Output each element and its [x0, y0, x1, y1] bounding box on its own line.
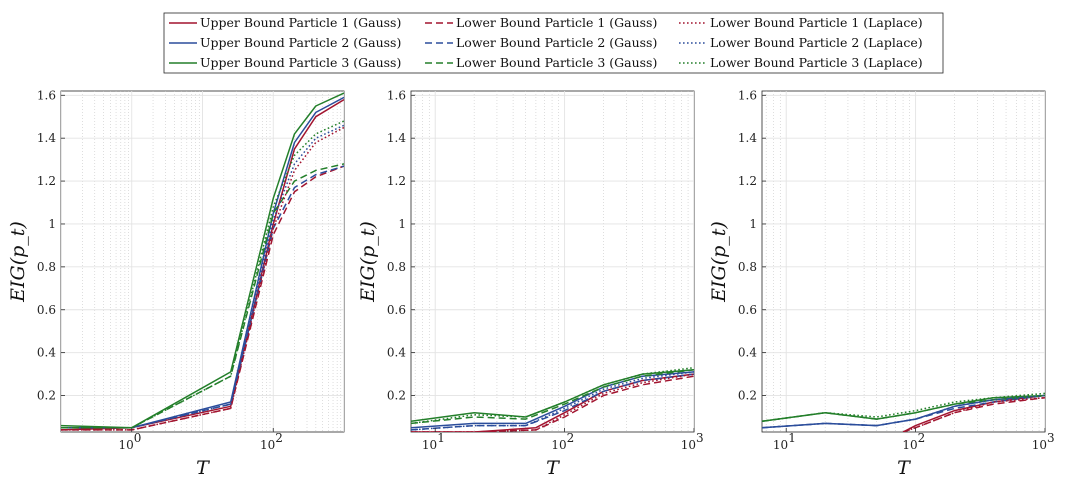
- x-tick-base: 10: [1032, 438, 1047, 452]
- y-tick-label: 0.2: [738, 389, 757, 403]
- legend-entry: Upper Bound Particle 2 (Gauss): [200, 35, 401, 50]
- y-axis-label: EIG(p_t): [7, 221, 29, 303]
- x-tick-exponent: 0: [134, 431, 142, 445]
- plot-area: [410, 90, 695, 433]
- legend-entry: Lower Bound Particle 2 (Gauss): [456, 35, 657, 50]
- series-line: [411, 371, 694, 431]
- y-tick-label: 1.2: [37, 174, 56, 188]
- legend-entry: Lower Bound Particle 3 (Gauss): [456, 55, 657, 70]
- x-tick-label: 10 2: [260, 431, 283, 452]
- x-tick-label: 10 0: [118, 431, 141, 452]
- legend-entry: Upper Bound Particle 3 (Gauss): [200, 55, 401, 70]
- legend-entry: Lower Bound Particle 1 (Laplace): [710, 15, 923, 30]
- series-line: [411, 371, 694, 429]
- plot-area: [761, 90, 1046, 433]
- series-line: [61, 163, 344, 429]
- y-tick-label: 0.6: [387, 303, 406, 317]
- x-tick-exponent: 1: [437, 431, 445, 445]
- y-tick-label: 0.6: [738, 303, 757, 317]
- grid: [411, 91, 694, 432]
- y-tick-label: 1: [48, 217, 56, 231]
- x-axis-label: T: [897, 457, 911, 479]
- x-axis-label: T: [546, 457, 560, 479]
- y-tick-label: 0.6: [37, 303, 56, 317]
- y-tick-label: 0.4: [37, 346, 56, 360]
- x-tick-base: 10: [260, 438, 275, 452]
- series-line: [61, 120, 344, 429]
- x-tick-base: 10: [551, 438, 566, 452]
- x-tick-base: 10: [681, 438, 696, 452]
- y-tick-label: 1: [398, 217, 406, 231]
- x-tick-exponent: 3: [696, 431, 704, 445]
- x-tick-base: 10: [118, 438, 133, 452]
- series-line: [411, 373, 694, 432]
- x-tick-exponent: 2: [567, 431, 575, 445]
- y-tick-label: 1.4: [37, 131, 56, 145]
- x-tick-base: 10: [773, 438, 788, 452]
- y-tick-label: 0.4: [387, 346, 406, 360]
- x-tick-label: 10 3: [1032, 431, 1055, 452]
- series-line: [411, 375, 694, 432]
- legend-entry: Upper Bound Particle 1 (Gauss): [200, 15, 401, 30]
- y-tick-label: 1.4: [738, 131, 757, 145]
- series-line: [411, 369, 694, 425]
- legend-entry: Lower Bound Particle 1 (Gauss): [456, 15, 657, 30]
- y-tick-label: 1.4: [387, 131, 406, 145]
- series-line: [411, 366, 694, 425]
- y-tick-label: 1: [749, 217, 757, 231]
- grid: [762, 91, 1045, 432]
- x-tick-exponent: 2: [275, 431, 283, 445]
- y-tick-label: 1.6: [738, 88, 757, 102]
- series-group: [61, 92, 344, 431]
- x-tick-exponent: 2: [918, 431, 926, 445]
- y-tick-label: 0.4: [738, 346, 757, 360]
- legend: Upper Bound Particle 1 (Gauss) Upper Boun…: [163, 12, 944, 74]
- y-tick-label: 1.2: [387, 174, 406, 188]
- x-tick-label: 10 1: [422, 431, 445, 452]
- x-tick-exponent: 3: [1047, 431, 1055, 445]
- x-tick-label: 10 2: [551, 431, 574, 452]
- series-line: [762, 394, 1045, 423]
- x-tick-base: 10: [902, 438, 917, 452]
- x-tick-label: 10 2: [902, 431, 925, 452]
- y-tick-label: 0.2: [37, 389, 56, 403]
- series-line: [762, 394, 1045, 429]
- legend-box: [163, 12, 944, 74]
- series-line: [411, 373, 694, 432]
- x-axis-label: T: [196, 457, 210, 479]
- x-tick-label: 10 3: [681, 431, 704, 452]
- x-tick-label: 10 1: [773, 431, 796, 452]
- grid: [61, 91, 344, 432]
- series-line: [411, 373, 694, 431]
- y-tick-label: 1.2: [738, 174, 757, 188]
- y-tick-label: 0.8: [738, 260, 757, 274]
- series-line: [61, 126, 344, 431]
- series-group: [411, 366, 694, 432]
- y-tick-label: 0.8: [37, 260, 56, 274]
- y-tick-label: 0.2: [387, 389, 406, 403]
- y-axis-label: EIG(p_t): [708, 221, 730, 303]
- legend-entry: Lower Bound Particle 2 (Laplace): [710, 35, 923, 50]
- legend-entry: Lower Bound Particle 3 (Laplace): [710, 55, 923, 70]
- series-line: [902, 396, 1045, 432]
- plots: 0.20.40.60.811.21.41.610 0 10 2TEIG(p_t)0.2…: [7, 88, 1055, 479]
- y-axis-label: EIG(p_t): [357, 221, 379, 303]
- y-tick-label: 0.8: [387, 260, 406, 274]
- y-tick-label: 1.6: [387, 88, 406, 102]
- series-line: [902, 396, 1045, 432]
- x-tick-base: 10: [422, 438, 437, 452]
- y-tick-label: 1.6: [37, 88, 56, 102]
- x-tick-exponent: 1: [788, 431, 796, 445]
- series-group: [762, 392, 1045, 432]
